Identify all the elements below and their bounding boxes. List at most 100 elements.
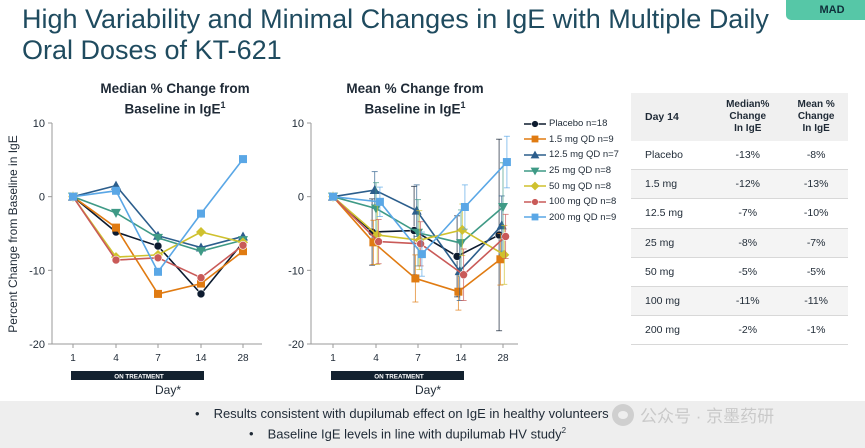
table-row: 50 mg -5% -5% — [631, 257, 848, 287]
median-treatment-label: ON TREATMENT — [114, 373, 164, 380]
legend-item: 25 mg QD n=8 — [524, 163, 619, 179]
table-header-mean: Mean % Change In IgE — [784, 93, 848, 141]
legend-swatch-marker — [530, 150, 540, 159]
mean-data-point — [496, 255, 505, 264]
table-cell-median: -12% — [711, 169, 785, 200]
mean-data-point — [375, 197, 384, 206]
mean-data-point — [502, 158, 511, 167]
median-data-point — [196, 227, 206, 238]
median-x-tick-label: 28 — [237, 353, 249, 364]
median-series-4 — [68, 191, 248, 263]
table-cell-dose: 200 mg — [631, 315, 712, 346]
mean-x-axis-label: Day* — [415, 383, 441, 397]
legend-swatch-marker — [531, 213, 539, 221]
table-cell-dose: 100 mg — [631, 286, 712, 317]
mean-y-tick-label: 0 — [298, 192, 304, 204]
slide-title: High Variability and Minimal Changes in … — [22, 4, 782, 66]
median-data-point — [111, 255, 121, 265]
legend-label: 12.5 mg QD n=7 — [549, 149, 619, 161]
legend-label: 1.5 mg QD n=9 — [549, 133, 614, 145]
mean-chart-title: Mean % Change from Baseline in IgE1 — [300, 80, 530, 118]
footer-bullet-2: • Baseline IgE levels in line with dupilu… — [249, 426, 567, 442]
mean-data-point — [416, 239, 425, 249]
mean-data-point — [456, 239, 466, 249]
median-data-point — [238, 240, 248, 250]
legend-item: 100 mg QD n=8 — [524, 194, 619, 210]
legend-swatch-marker — [531, 120, 539, 128]
table-header-median: Median% Change In IgE — [711, 93, 785, 141]
mad-badge: MAD — [786, 0, 865, 20]
median-data-point — [196, 273, 206, 283]
mean-data-point — [369, 185, 380, 195]
legend-swatch — [524, 120, 546, 128]
legend-item: 50 mg QD n=8 — [524, 178, 619, 194]
table-cell-dose: Placebo — [631, 141, 712, 171]
median-treatment-bar — [71, 371, 204, 380]
median-x-tick-label: 1 — [70, 353, 76, 364]
watermark: 公众号 · 京墨药研 — [612, 402, 774, 427]
table-cell-dose: 1.5 mg — [631, 169, 712, 200]
legend-item: 12.5 mg QD n=7 — [524, 147, 619, 163]
mean-data-point — [459, 270, 468, 280]
table-cell-mean: -10% — [784, 198, 848, 229]
median-chart-title: Median % Change from Baseline in IgE1 — [60, 80, 290, 118]
mean-data-point — [417, 250, 426, 259]
mean-x-tick-label: 28 — [497, 353, 509, 364]
median-data-point — [196, 247, 206, 257]
mean-series-4 — [328, 191, 510, 285]
table-cell-dose: 50 mg — [631, 257, 712, 287]
median-data-point — [112, 186, 120, 195]
mean-data-point — [501, 232, 510, 241]
legend-swatch-marker — [530, 181, 540, 191]
table-row: 12.5 mg -7% -10% — [631, 198, 848, 229]
table-row: 1.5 mg -12% -13% — [631, 169, 848, 200]
mean-x-tick-label: 14 — [455, 353, 467, 364]
legend-swatch-marker — [531, 135, 539, 143]
median-data-point — [153, 233, 163, 243]
mean-data-point — [371, 204, 381, 214]
mean-x-tick-label: 4 — [373, 353, 379, 364]
table-header-row: Day 14 Median% Change In IgE Mean % Change I… — [631, 93, 848, 141]
watermark-text: 公众号 · 京墨药研 — [640, 407, 775, 426]
slide-title-line1: High Variability and Minimal Changes in … — [22, 4, 769, 34]
table-cell-median: -13% — [711, 141, 785, 171]
legend-label: 50 mg QD n=8 — [549, 180, 612, 192]
median-data-point — [197, 279, 205, 288]
mean-data-point — [374, 237, 383, 246]
mean-data-point — [498, 202, 508, 212]
mean-data-point — [457, 224, 468, 235]
table-cell-dose: 12.5 mg — [631, 198, 712, 229]
median-y-tick-label: -10 — [29, 265, 45, 277]
table-row: 25 mg -8% -7% — [631, 228, 848, 258]
mean-treatment-bar — [331, 371, 464, 380]
mean-data-point — [369, 238, 378, 247]
y-axis-label: Percent Change from Baseline in IgE — [6, 135, 20, 332]
median-x-tick-label: 14 — [195, 353, 207, 364]
mean-data-point — [454, 287, 463, 296]
median-data-point — [69, 192, 77, 201]
table-cell-mean: -7% — [784, 228, 848, 258]
median-data-point — [154, 267, 162, 276]
mean-data-point — [411, 274, 420, 283]
legend-label: 25 mg QD n=8 — [549, 165, 612, 177]
legend-label: 200 mg QD n=9 — [549, 211, 617, 223]
median-data-point — [153, 241, 163, 251]
mean-chart-title-line1: Mean % Change from — [346, 81, 484, 96]
mean-x-tick-label: 7 — [415, 353, 421, 364]
median-series-6 — [69, 155, 247, 276]
legend-swatch — [524, 198, 546, 206]
table-row: Placebo -13% -8% — [631, 141, 848, 171]
median-chart-title-line1: Median % Change from — [100, 81, 250, 96]
mean-data-point — [329, 192, 337, 201]
footer-bullet-1: • Results consistent with dupilumab effec… — [195, 406, 609, 421]
mean-y-tick-label: -10 — [288, 265, 304, 277]
table-cell-median: -5% — [711, 257, 785, 287]
table-cell-mean: -1% — [784, 315, 848, 346]
table-cell-mean: -5% — [784, 257, 848, 287]
mean-data-point — [411, 205, 422, 215]
table-row: 200 mg -2% -1% — [631, 315, 848, 346]
table-row: 100 mg -11% -11% — [631, 286, 848, 317]
median-x-tick-label: 7 — [155, 353, 161, 364]
median-data-point — [196, 289, 206, 299]
